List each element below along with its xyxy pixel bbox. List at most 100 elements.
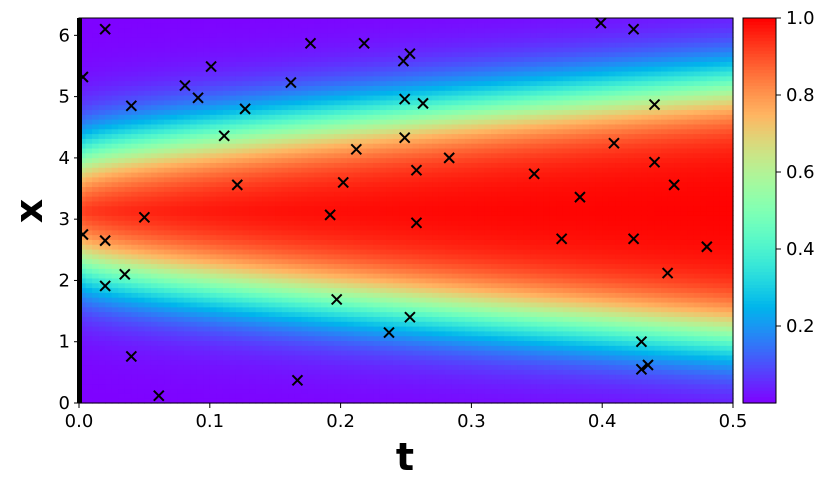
heatmap-cell bbox=[484, 378, 492, 385]
heatmap-cell bbox=[464, 22, 472, 29]
heatmap-cell bbox=[419, 244, 427, 250]
heatmap-cell bbox=[131, 210, 139, 216]
heatmap-cell bbox=[451, 157, 459, 163]
heatmap-cell bbox=[98, 253, 106, 260]
heatmap-cell bbox=[386, 297, 394, 303]
heatmap-cell bbox=[249, 70, 257, 77]
heatmap-cell bbox=[445, 369, 453, 375]
heatmap-cell bbox=[419, 249, 427, 255]
heatmap-cell bbox=[209, 85, 217, 91]
heatmap-cell bbox=[340, 66, 348, 72]
heatmap-cell bbox=[373, 205, 381, 212]
heatmap-cell bbox=[301, 90, 309, 96]
heatmap-cell bbox=[92, 95, 100, 101]
heatmap-cell bbox=[347, 311, 355, 317]
heatmap-cell bbox=[268, 330, 276, 337]
heatmap-cell bbox=[242, 282, 250, 289]
heatmap-cell bbox=[307, 277, 316, 284]
heatmap-cell bbox=[144, 292, 152, 298]
heatmap-cell bbox=[222, 95, 231, 101]
heatmap-cell bbox=[242, 378, 250, 385]
heatmap-cell bbox=[249, 273, 257, 279]
heatmap-cell bbox=[412, 37, 420, 43]
heatmap-cell bbox=[79, 378, 87, 385]
heatmap-cell bbox=[379, 374, 387, 380]
heatmap-cell bbox=[150, 330, 159, 337]
heatmap-cell bbox=[157, 273, 165, 279]
heatmap-cell bbox=[347, 258, 355, 265]
heatmap-cell bbox=[98, 56, 106, 62]
heatmap-cell bbox=[157, 186, 165, 192]
heatmap-cell bbox=[131, 147, 139, 154]
heatmap-cell bbox=[477, 383, 486, 390]
heatmap-cell bbox=[79, 66, 87, 72]
heatmap-cell bbox=[464, 306, 472, 313]
heatmap-cell bbox=[399, 80, 407, 86]
heatmap-cell bbox=[425, 172, 433, 178]
heatmap-cell bbox=[235, 340, 244, 346]
heatmap-cell bbox=[406, 292, 414, 298]
heatmap-cell bbox=[334, 364, 342, 370]
heatmap-cell bbox=[392, 311, 401, 317]
heatmap-cell bbox=[131, 239, 139, 245]
heatmap-cell bbox=[307, 191, 316, 197]
heatmap-cell bbox=[268, 244, 276, 250]
heatmap-cell bbox=[235, 18, 244, 24]
heatmap-cell bbox=[307, 388, 316, 394]
heatmap-cell bbox=[249, 95, 257, 101]
heatmap-cell bbox=[353, 301, 361, 308]
heatmap-cell bbox=[477, 167, 486, 173]
heatmap-cell bbox=[386, 32, 394, 38]
heatmap-cell bbox=[334, 196, 342, 202]
heatmap-cell bbox=[294, 321, 302, 327]
heatmap-cell bbox=[118, 119, 126, 125]
heatmap-cell bbox=[353, 258, 361, 265]
heatmap-cell bbox=[412, 104, 420, 111]
heatmap-cell bbox=[268, 224, 276, 231]
heatmap-cell bbox=[209, 147, 217, 154]
heatmap-cell bbox=[399, 61, 407, 67]
heatmap-cell bbox=[419, 90, 427, 96]
heatmap-cell bbox=[190, 306, 198, 313]
heatmap-cell bbox=[255, 114, 263, 120]
heatmap-cell bbox=[118, 37, 126, 43]
heatmap-cell bbox=[98, 398, 106, 404]
heatmap-cell bbox=[105, 152, 113, 159]
heatmap-cell bbox=[366, 42, 374, 48]
heatmap-cell bbox=[366, 85, 374, 91]
heatmap-cell bbox=[275, 220, 283, 226]
heatmap-cell bbox=[124, 138, 132, 144]
heatmap-cell bbox=[445, 374, 453, 380]
heatmap-cell bbox=[406, 37, 414, 43]
heatmap-cell bbox=[105, 114, 113, 120]
heatmap-cell bbox=[484, 335, 492, 342]
heatmap-cell bbox=[366, 364, 374, 370]
heatmap-cell bbox=[249, 345, 257, 351]
heatmap-cell bbox=[268, 27, 276, 34]
heatmap-cell bbox=[340, 42, 348, 48]
heatmap-cell bbox=[222, 326, 231, 332]
heatmap-cell bbox=[118, 143, 126, 149]
heatmap-cell bbox=[451, 186, 459, 192]
heatmap-cell bbox=[464, 70, 472, 77]
heatmap-cell bbox=[464, 152, 472, 159]
heatmap-cell bbox=[281, 37, 289, 43]
heatmap-cell bbox=[209, 354, 217, 361]
heatmap-cell bbox=[242, 277, 250, 284]
heatmap-cell bbox=[314, 359, 322, 366]
heatmap-cell bbox=[320, 258, 329, 265]
heatmap-cell bbox=[85, 66, 93, 72]
heatmap-cell bbox=[124, 215, 132, 221]
heatmap-cell bbox=[164, 22, 172, 29]
heatmap-cell bbox=[229, 263, 237, 269]
heatmap-cell bbox=[432, 273, 440, 279]
heatmap-cell bbox=[451, 359, 459, 366]
heatmap-cell bbox=[281, 128, 289, 135]
heatmap-cell bbox=[216, 321, 224, 327]
heatmap-cell bbox=[229, 345, 237, 351]
heatmap-cell bbox=[373, 143, 381, 149]
heatmap-cell bbox=[242, 374, 250, 380]
heatmap-cell bbox=[118, 282, 126, 289]
heatmap-cell bbox=[477, 253, 486, 260]
heatmap-cell bbox=[464, 210, 472, 216]
